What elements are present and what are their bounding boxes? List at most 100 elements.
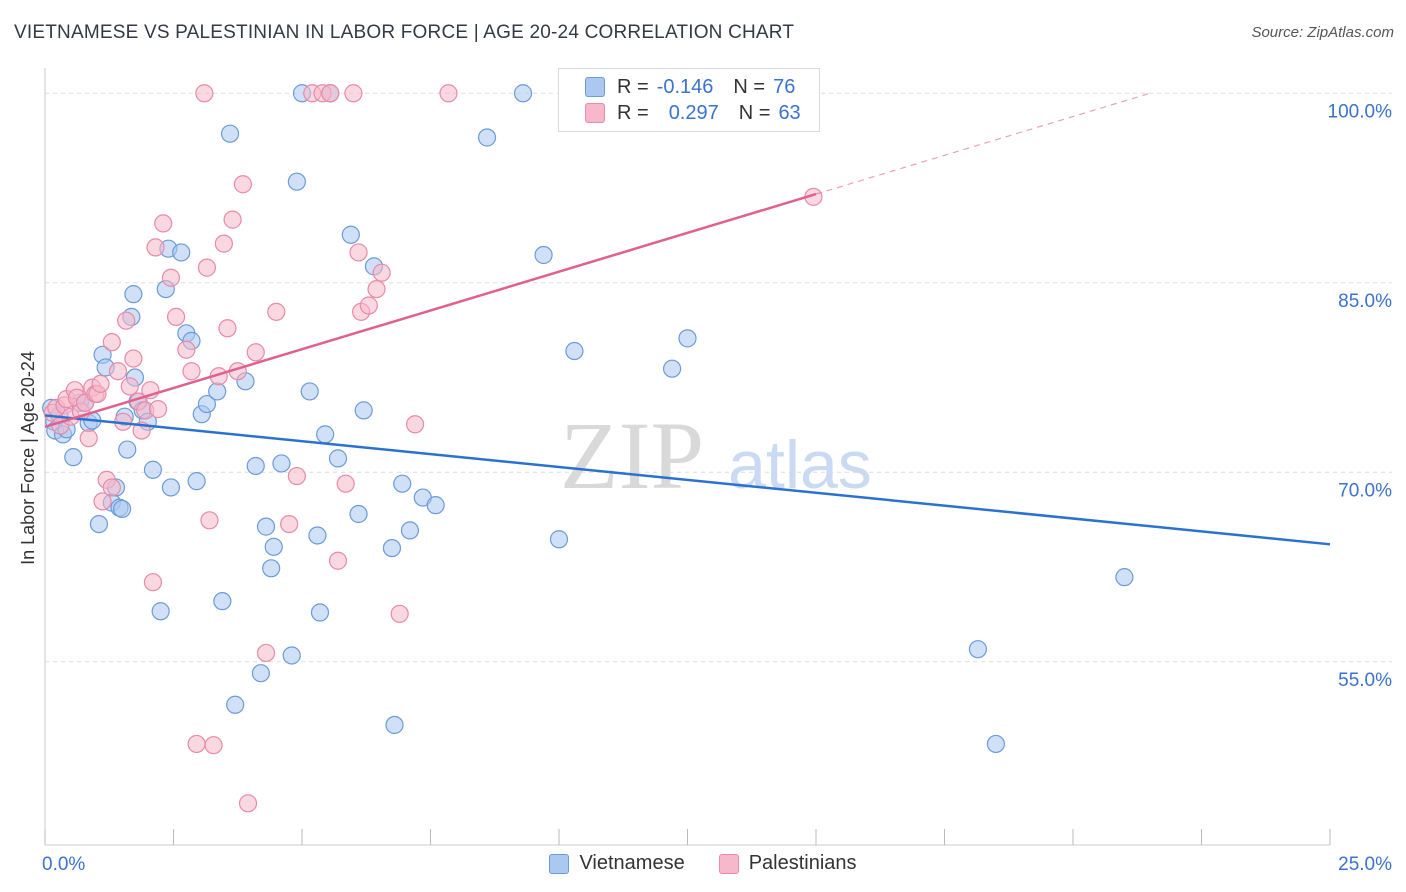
trend-layer — [44, 92, 1331, 546]
vietnamese-point — [124, 285, 143, 304]
vietnamese-point — [187, 472, 206, 491]
watermark-zip: ZIP — [560, 402, 704, 509]
palestinians-point — [267, 302, 286, 321]
palestinians-point — [336, 474, 355, 493]
palestinians-point — [200, 511, 219, 530]
series-legend-palestinians[interactable]: Palestinians — [718, 852, 857, 875]
palestinians-point — [182, 362, 201, 381]
palestinians-point — [246, 343, 265, 362]
vietnamese-point — [1115, 568, 1134, 587]
palestinians-point — [372, 263, 391, 282]
vietnamese-point — [385, 715, 404, 735]
palestinians-point — [349, 243, 368, 262]
palestinians-point — [287, 466, 306, 486]
vietnamese-point — [513, 84, 533, 103]
y-tick-label: 100.0% — [1328, 101, 1393, 122]
legend-n-value: 63 — [778, 101, 801, 124]
vietnamese-point — [400, 521, 420, 540]
legend-r-label: R = — [617, 101, 649, 124]
series-legend: Vietnamese Palestinians — [0, 852, 1406, 875]
series-label-palestinians: Palestinians — [748, 852, 857, 874]
vietnamese-point — [118, 440, 137, 459]
vietnamese-point — [208, 382, 227, 401]
vietnamese-point — [220, 124, 240, 143]
vietnamese-point — [549, 530, 569, 549]
palestinians-point — [195, 84, 214, 103]
series-legend-vietnamese[interactable]: Vietnamese — [549, 852, 685, 875]
vietnamese-point — [678, 329, 697, 348]
vietnamese-point — [382, 538, 402, 558]
palestinians-point — [187, 734, 206, 754]
vietnamese-point — [282, 646, 301, 665]
palestinians-point — [146, 238, 165, 257]
palestinians-point — [233, 175, 252, 194]
palestinians-point — [102, 478, 121, 497]
palestinians-point — [390, 604, 409, 623]
vietnamese-point — [534, 245, 553, 265]
vietnamese-point — [213, 592, 232, 611]
vietnamese-point — [256, 517, 276, 536]
palestinians-point — [197, 258, 217, 277]
vietnamese-point — [308, 526, 327, 545]
vietnamese-point — [328, 449, 348, 468]
chart-title: VIETNAMESE VS PALESTINIAN IN LABOR FORCE… — [14, 22, 795, 43]
palestinians-point — [124, 349, 143, 368]
palestinians-point — [91, 374, 110, 393]
vietnamese-point — [316, 425, 335, 444]
vietnamese-point — [246, 456, 265, 476]
palestinians-point — [148, 400, 168, 419]
legend-n-label: N = — [733, 75, 766, 98]
vietnamese-point — [172, 243, 191, 262]
vietnamese-point — [262, 559, 281, 578]
palestinians-point — [280, 514, 299, 534]
palestinians-point — [161, 268, 181, 287]
vietnamese-point — [426, 496, 445, 515]
source-label: Source: ZipAtlas.com — [1251, 24, 1394, 41]
palestinians-point — [405, 415, 425, 434]
correlation-legend: R = -0.146 N = 76 R = 0.297 N = 63 — [558, 68, 820, 132]
palestinians-point — [108, 362, 128, 381]
palestinians-point — [177, 340, 196, 359]
palestinians-point — [120, 377, 139, 396]
vietnamese-point — [143, 460, 163, 479]
vietnamese-point — [251, 664, 270, 683]
vietnamese-point — [300, 382, 319, 401]
palestinians-point — [256, 643, 276, 663]
labels-layer: 100.0% 85.0% 70.0% 55.0% 0.0% 25.0% — [42, 101, 1392, 875]
points-layer — [42, 84, 1134, 813]
palestinians-point — [238, 794, 258, 813]
vietnamese-point — [986, 734, 1006, 754]
y-tick-label: 70.0% — [1338, 480, 1392, 501]
vietnamese-point — [354, 401, 373, 420]
legend-r-value: 0.297 — [668, 101, 719, 124]
vietnamese-trend-line — [44, 414, 1331, 546]
vietnamese-point — [272, 454, 291, 473]
palestinians-point — [218, 319, 237, 338]
palestinians-point — [102, 333, 121, 352]
palestinians-point — [359, 296, 378, 315]
vietnamese-point — [151, 602, 170, 621]
palestinians-point — [166, 307, 186, 326]
palestinians-point — [321, 84, 340, 103]
vietnamese-point — [349, 504, 368, 524]
legend-r-value: -0.146 — [656, 75, 714, 98]
palestinians-point — [367, 279, 386, 299]
legend-n-value: 76 — [773, 75, 796, 98]
vietnamese-point — [197, 394, 217, 414]
vietnamese-point — [264, 537, 283, 556]
palestinians-point — [214, 234, 233, 253]
y-axis-label: In Labor Force | Age 20-24 — [18, 351, 38, 565]
vietnamese-point — [287, 172, 306, 191]
palestinians-point — [439, 84, 458, 103]
palestinians-point — [223, 210, 242, 229]
palestinians-trend-line — [44, 192, 817, 429]
swatch-vietnamese — [549, 853, 570, 874]
axes-layer — [44, 68, 1331, 846]
vietnamese-point — [565, 341, 584, 361]
palestinians-point — [79, 429, 98, 448]
palestinians-point — [154, 214, 173, 233]
vietnamese-point — [341, 225, 360, 244]
series-label-vietnamese: Vietnamese — [579, 852, 685, 874]
vietnamese-point — [89, 514, 109, 534]
watermark: ZIP atlas — [560, 402, 872, 509]
